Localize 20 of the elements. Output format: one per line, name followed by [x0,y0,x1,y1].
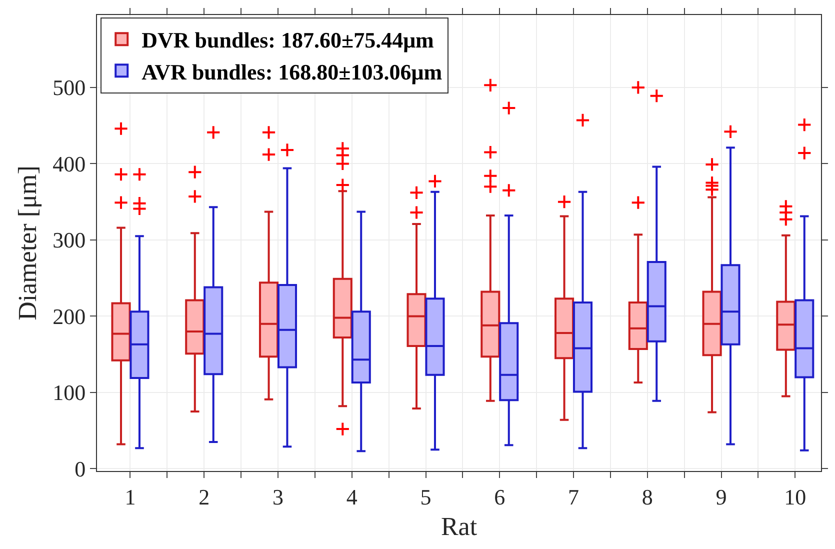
x-tick-label: 6 [494,484,506,510]
x-tick-label: 4 [346,484,358,510]
y-tick-label: 400 [52,151,86,176]
y-tick-label: 500 [52,75,86,100]
x-tick-label: 8 [642,484,653,510]
y-tick-label: 100 [52,380,86,406]
legend-label: AVR bundles: 168.80±103.06μm [142,59,442,84]
legend-label: DVR bundles: 187.60±75.44μm [142,28,434,53]
x-tick-label: 7 [568,484,580,510]
y-tick-label: 200 [52,304,86,329]
y-axis-title: Diameter [μm] [13,166,42,320]
x-tick-label: 9 [716,484,727,510]
x-tick-label: 3 [272,484,284,510]
x-tick-label: 1 [124,484,136,510]
y-tick-label: 0 [74,456,86,482]
y-tick-label: 300 [52,228,86,253]
x-tick-label: 10 [784,484,806,510]
x-axis-title: Rat [440,512,478,542]
x-tick-label: 5 [420,484,432,510]
x-tick-label: 2 [198,484,210,510]
